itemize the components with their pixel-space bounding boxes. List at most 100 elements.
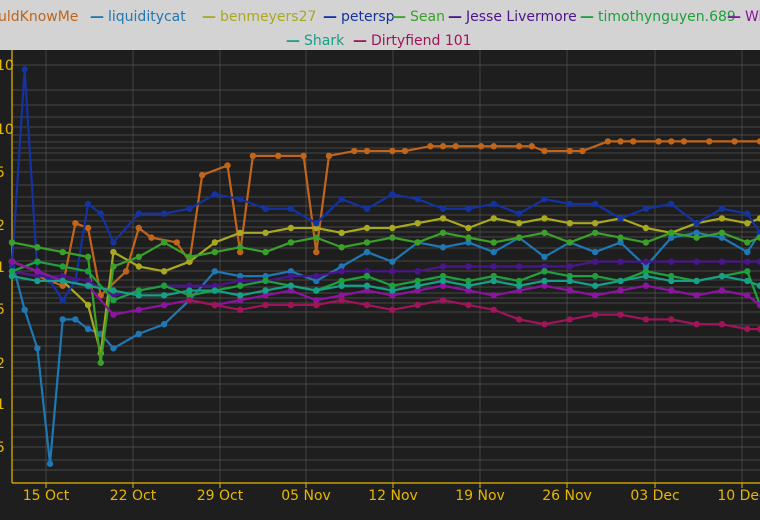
data-point (110, 287, 117, 294)
data-point (465, 234, 472, 241)
data-point (591, 229, 599, 237)
data-point (756, 215, 760, 222)
data-point (414, 239, 421, 246)
data-point (84, 277, 92, 285)
legend-item[interactable]: — Sean (392, 8, 445, 26)
data-point (604, 138, 612, 145)
data-point (541, 195, 548, 203)
data-point (122, 268, 130, 275)
data-point (338, 296, 345, 304)
data-point (237, 248, 244, 256)
data-point (515, 282, 523, 289)
data-point (642, 205, 650, 212)
data-point (490, 239, 497, 246)
legend-item[interactable]: — liquiditycat (90, 8, 186, 26)
data-point (718, 234, 726, 241)
data-point (363, 287, 371, 294)
data-point (541, 282, 548, 289)
data-point (224, 162, 231, 169)
data-point (591, 282, 599, 289)
legend-swatch: — (580, 9, 594, 25)
data-point (237, 244, 244, 251)
legend-item[interactable]: — benmeyers27 (202, 8, 316, 26)
data-point (160, 239, 168, 246)
data-point (237, 272, 244, 280)
data-point (566, 277, 574, 285)
x-tick-label: 10 Dec (717, 488, 760, 504)
data-point (313, 277, 320, 285)
data-point (591, 258, 599, 265)
data-point (617, 239, 624, 246)
data-point (338, 263, 345, 270)
data-point (566, 220, 574, 227)
data-point (490, 272, 497, 280)
data-point (389, 292, 396, 299)
legend-swatch: — (286, 33, 300, 49)
data-point (34, 277, 41, 285)
x-tick-label: 19 Nov (455, 488, 505, 504)
data-point (591, 311, 599, 318)
data-point (59, 296, 66, 304)
data-point (693, 220, 700, 227)
data-point (439, 205, 447, 212)
data-point (541, 263, 548, 270)
data-point (262, 277, 269, 285)
data-point (237, 296, 244, 304)
legend-item[interactable]: — Jesse Livermore (448, 8, 577, 26)
x-tick-label: 22 Oct (109, 488, 157, 504)
data-point (566, 272, 574, 280)
legend-item[interactable]: — Shark (286, 32, 344, 50)
data-point (541, 215, 548, 222)
data-point (313, 234, 320, 241)
legend-item[interactable]: — Dirtyfiend 101 (353, 32, 472, 50)
legend-item[interactable]: — timothynguyen.689 (580, 8, 736, 26)
series-sean (8, 229, 760, 366)
x-tick-label: 26 Nov (542, 488, 592, 504)
data-point (706, 138, 713, 145)
data-point (515, 234, 523, 241)
data-point (617, 258, 624, 265)
data-point (135, 210, 142, 217)
data-point (338, 268, 345, 275)
data-point (313, 248, 320, 256)
data-point (414, 277, 421, 285)
data-point (8, 258, 16, 265)
data-point (655, 138, 662, 145)
data-point (59, 277, 66, 285)
data-point (756, 258, 760, 265)
data-point (84, 268, 92, 275)
data-point (439, 277, 447, 285)
data-point (642, 263, 650, 270)
legend-item[interactable]: uldKnowMe (0, 8, 78, 26)
data-point (287, 205, 295, 212)
data-point (515, 277, 523, 285)
data-point (490, 200, 497, 208)
data-point (160, 321, 168, 328)
data-point (84, 253, 92, 261)
data-point (693, 234, 700, 241)
data-point (439, 263, 447, 270)
data-point (313, 220, 320, 227)
data-point (135, 263, 142, 270)
data-point (541, 321, 548, 328)
data-point (744, 292, 751, 299)
data-point (439, 272, 447, 280)
data-point (287, 268, 295, 275)
data-point (414, 287, 421, 294)
data-point (338, 195, 345, 203)
data-point (186, 258, 193, 265)
data-point (363, 248, 371, 256)
data-point (186, 296, 193, 304)
data-point (465, 224, 472, 232)
data-point (490, 306, 497, 313)
legend-item[interactable]: — petersp (323, 8, 395, 26)
series-line (11, 231, 760, 364)
data-point (313, 224, 320, 232)
data-point (642, 268, 650, 275)
data-point (313, 301, 320, 309)
data-point (490, 263, 497, 270)
legend-item[interactable]: — Wis (727, 8, 760, 26)
data-point (34, 268, 41, 275)
data-point (566, 200, 574, 208)
data-point (693, 229, 700, 237)
